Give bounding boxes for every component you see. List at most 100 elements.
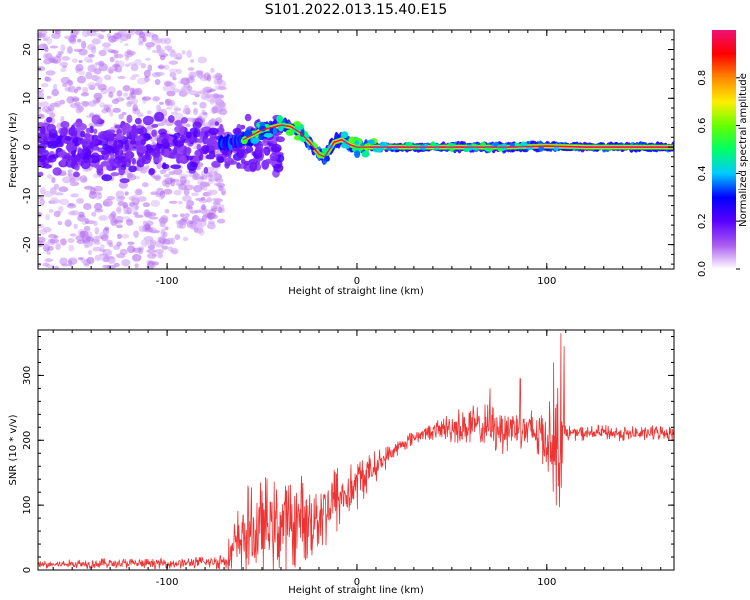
- noise-blob-dense: [46, 116, 53, 123]
- noise-blob-dense: [38, 145, 43, 156]
- noise-blob-dense: [186, 161, 198, 172]
- noise-blob: [131, 205, 139, 214]
- noise-blob: [44, 76, 52, 82]
- noise-blob: [54, 265, 60, 269]
- noise-blob: [184, 213, 190, 218]
- noise-blob-dense: [202, 148, 208, 155]
- noise-blob: [159, 169, 167, 175]
- noise-blob: [108, 242, 114, 248]
- noise-blob: [148, 216, 159, 220]
- noise-blob: [99, 30, 107, 33]
- noise-blob-dense: [254, 146, 263, 155]
- noise-blob: [83, 56, 93, 63]
- noise-blob: [102, 248, 113, 257]
- noise-blob-dense: [85, 127, 92, 134]
- noise-blob: [75, 235, 85, 241]
- noise-blob: [121, 216, 131, 220]
- noise-blob-dense: [142, 115, 154, 126]
- noise-blob-dense: [111, 165, 117, 171]
- noise-blob: [146, 264, 156, 269]
- snr-frame: [37, 329, 675, 571]
- noise-blob: [164, 226, 169, 231]
- noise-blob: [150, 199, 161, 207]
- noise-blob: [61, 56, 71, 61]
- noise-blob-dense: [77, 147, 83, 154]
- noise-blob: [80, 40, 87, 49]
- spectrogram-xtick-label: 100: [537, 276, 556, 287]
- noise-blob-dense: [141, 154, 152, 165]
- noise-blob: [104, 226, 110, 231]
- noise-blob-dense: [47, 140, 59, 149]
- noise-blob-dense: [113, 139, 118, 150]
- noise-blob-dense: [161, 163, 170, 170]
- noise-blob: [93, 241, 101, 245]
- noise-blob: [46, 37, 53, 45]
- noise-blob-dense: [100, 150, 109, 155]
- noise-blob: [53, 210, 61, 218]
- noise-blob: [52, 83, 58, 91]
- noise-blob: [116, 241, 122, 247]
- noise-blob: [120, 234, 130, 239]
- signal-blob: [263, 132, 274, 138]
- noise-blob: [126, 96, 131, 101]
- noise-blob-dense: [110, 172, 120, 177]
- noise-blob: [39, 198, 45, 206]
- noise-blob-dense: [217, 156, 225, 163]
- noise-blob: [66, 79, 73, 85]
- noise-blob-dense: [139, 126, 148, 136]
- noise-blob: [38, 196, 44, 200]
- noise-blob-dense: [185, 131, 192, 139]
- noise-blob: [131, 73, 140, 78]
- noise-blob: [146, 252, 157, 259]
- noise-blob: [77, 256, 84, 261]
- noise-blob: [137, 112, 144, 118]
- noise-blob: [134, 263, 139, 268]
- noise-blob: [80, 230, 89, 236]
- noise-blob: [124, 63, 130, 68]
- noise-blob: [96, 97, 101, 103]
- noise-blob: [107, 49, 116, 53]
- signal-blob: [480, 141, 487, 148]
- colorbar-tick-label: 0.4: [697, 165, 708, 181]
- noise-blob: [194, 209, 202, 214]
- noise-blob-dense: [78, 140, 89, 145]
- noise-blob: [179, 213, 185, 218]
- noise-blob: [199, 181, 210, 187]
- noise-blob-dense: [143, 133, 151, 140]
- spectrogram-xtick-label: -100: [156, 276, 179, 287]
- noise-blob: [102, 264, 111, 269]
- colorbar-tick-label: 0.6: [697, 118, 708, 134]
- noise-blob-dense: [196, 138, 205, 144]
- noise-blob: [141, 96, 152, 101]
- snr-ticks: -100 0 100 0 100 200 300: [22, 330, 674, 588]
- signal-blob: [463, 147, 470, 153]
- noise-blob: [78, 70, 85, 76]
- noise-blob: [107, 256, 116, 264]
- noise-blob: [136, 196, 147, 202]
- noise-blob: [122, 84, 131, 92]
- noise-blob: [184, 184, 194, 191]
- noise-blob-dense: [148, 167, 155, 175]
- noise-blob: [151, 49, 157, 53]
- noise-blob: [193, 184, 203, 193]
- noise-blob-dense: [136, 144, 147, 153]
- noise-blob: [116, 224, 123, 229]
- noise-blob: [138, 225, 146, 233]
- noise-blob-dense: [151, 123, 159, 128]
- noise-blob: [207, 222, 216, 230]
- noise-blob-dense: [173, 140, 185, 148]
- noise-blob: [115, 195, 122, 203]
- signal-blob: [259, 121, 266, 127]
- noise-blob: [206, 74, 212, 82]
- noise-blob: [83, 185, 94, 190]
- noise-blob: [142, 202, 151, 208]
- noise-blob: [169, 51, 177, 58]
- noise-blob-dense: [128, 165, 137, 173]
- noise-blob-dense: [208, 127, 219, 136]
- noise-blob: [92, 246, 102, 252]
- noise-blob: [138, 41, 144, 46]
- noise-blob-dense: [134, 117, 142, 125]
- noise-blob: [38, 90, 44, 99]
- colorbar-tick-label: 0.0: [697, 261, 708, 277]
